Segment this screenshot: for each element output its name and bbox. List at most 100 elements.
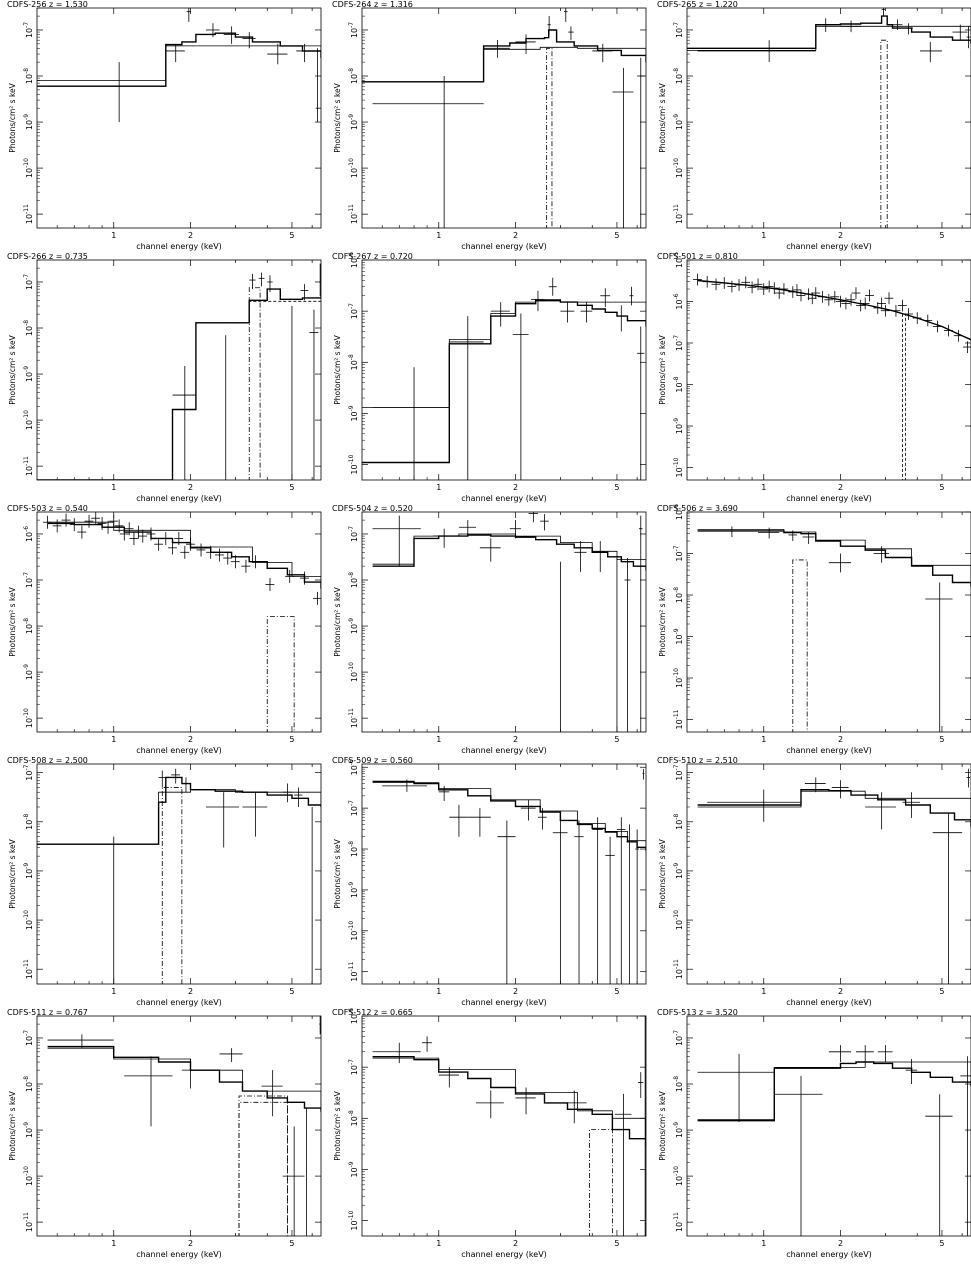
data-point (69, 518, 79, 532)
y-tick-label: 10-8 (348, 354, 359, 370)
data-point (734, 279, 744, 291)
x-tick-label: 5 (614, 987, 619, 996)
data-point (774, 1075, 823, 1236)
y-tick-exponent: -6 (673, 293, 680, 299)
y-tick-exponent: -8 (673, 1076, 680, 1082)
data-point (807, 292, 817, 305)
data-point (841, 297, 851, 310)
y-tick-label: 10-10 (673, 668, 684, 688)
y-tick-exponent: -10 (348, 662, 355, 672)
data-point (372, 367, 450, 480)
y-tick-exponent: -7 (348, 22, 355, 28)
data-point (792, 284, 802, 296)
x-tick-label: 1 (761, 1239, 766, 1248)
data-point (626, 824, 633, 984)
emission-line-component (248, 287, 261, 480)
y-tick-exponent: -8 (23, 1076, 30, 1082)
data-point (267, 43, 288, 65)
data-point (490, 302, 510, 327)
data-point (892, 19, 903, 30)
x-tick-label: 2 (188, 483, 193, 492)
y-tick-exponent: -7 (23, 274, 30, 280)
y-tick-exponent: -9 (348, 882, 355, 888)
spectrum-panel: CDFS-510 z = 2.510 1 2 5 10-7 10-8 10-9 10-10 10… (657, 756, 971, 1007)
y-axis-label: Photons/cm² s keV (333, 1090, 342, 1160)
data-point (865, 792, 896, 830)
data-point (824, 293, 834, 306)
panel-title: CDFS-504 z = 0.520 (332, 504, 413, 513)
y-tick-label: 10-10 (348, 454, 359, 474)
y-tick-exponent: -10 (673, 1166, 680, 1176)
data-point (932, 320, 942, 333)
data-point (77, 525, 87, 539)
y-tick-exponent: -10 (23, 410, 30, 420)
data-point (711, 278, 721, 291)
model-line (697, 279, 971, 341)
y-tick-label: 10-6 (348, 759, 359, 775)
panel-title: CDFS-506 z = 3.690 (657, 504, 738, 513)
y-tick-label: 10-11 (673, 204, 684, 224)
x-axis-label: channel energy (keV) (136, 242, 222, 251)
x-tick-label: 1 (761, 483, 766, 492)
data-point (811, 287, 821, 299)
spectrum-panel: CDFS-509 z = 0.560 1 2 5 10-6 10-7 10-8 10-9 10-… (332, 756, 647, 1007)
y-tick-exponent: -9 (348, 114, 355, 120)
data-point (476, 1090, 504, 1119)
y-tick-exponent: -8 (673, 68, 680, 74)
emission-line-component (161, 787, 183, 984)
data-point (124, 1056, 173, 1127)
data-point (612, 67, 634, 228)
data-point (932, 813, 963, 984)
y-tick-label: 10-9 (23, 863, 34, 879)
data-point (109, 514, 119, 528)
y-tick-label: 10-9 (673, 1122, 684, 1138)
x-tick-label: 1 (761, 231, 766, 240)
data-point (753, 278, 763, 291)
data-point (515, 1087, 536, 1115)
y-axis-label: Photons/cm² s keV (658, 838, 667, 908)
y-tick-exponent: -7 (673, 335, 680, 341)
y-tick-exponent: -9 (23, 863, 30, 869)
y-tick-exponent: -7 (23, 764, 30, 770)
data-point (804, 777, 826, 793)
emission-line-component (589, 1129, 613, 1236)
y-tick-exponent: -9 (673, 418, 680, 424)
y-tick-exponent: -10 (23, 708, 30, 718)
data-point (230, 555, 240, 569)
y-tick-label: 10-7 (673, 22, 684, 38)
y-tick-label: 10-8 (23, 320, 34, 336)
data-point (300, 284, 309, 301)
data-point (830, 290, 840, 303)
x-tick-label: 5 (939, 1239, 944, 1248)
y-tick-exponent: -5 (673, 252, 680, 258)
x-axis-label: channel energy (keV) (786, 998, 872, 1007)
y-tick-label: 10-9 (23, 366, 34, 382)
y-tick-exponent: -11 (348, 708, 355, 718)
x-tick-label: 2 (188, 735, 193, 744)
x-tick-label: 1 (111, 483, 116, 492)
data-point (242, 32, 256, 49)
y-tick-label: 10-8 (23, 618, 34, 634)
model-line (47, 522, 321, 589)
model-line (362, 46, 646, 83)
panel-title: CDFS-264 z = 1.316 (332, 0, 413, 9)
x-axis-label: channel energy (keV) (461, 998, 547, 1007)
y-tick-exponent: -7 (23, 1030, 30, 1036)
y-tick-label: 10-11 (23, 204, 34, 224)
panel-title: CDFS-508 z = 2.500 (7, 756, 88, 765)
y-tick-exponent: -10 (673, 457, 680, 467)
y-tick-label: 10-7 (23, 764, 34, 780)
model-line (372, 780, 646, 851)
y-tick-label: 10-10 (348, 1210, 359, 1230)
data-point (925, 1094, 953, 1236)
x-tick-label: 5 (614, 735, 619, 744)
y-tick-label: 10-7 (23, 1030, 34, 1046)
x-tick-label: 2 (838, 735, 843, 744)
y-axis-label: Photons/cm² s keV (658, 1090, 667, 1160)
data-point (960, 1056, 971, 1236)
data-point (594, 541, 606, 572)
data-point (952, 24, 968, 41)
data-point (638, 1072, 644, 1098)
data-point (635, 829, 639, 984)
